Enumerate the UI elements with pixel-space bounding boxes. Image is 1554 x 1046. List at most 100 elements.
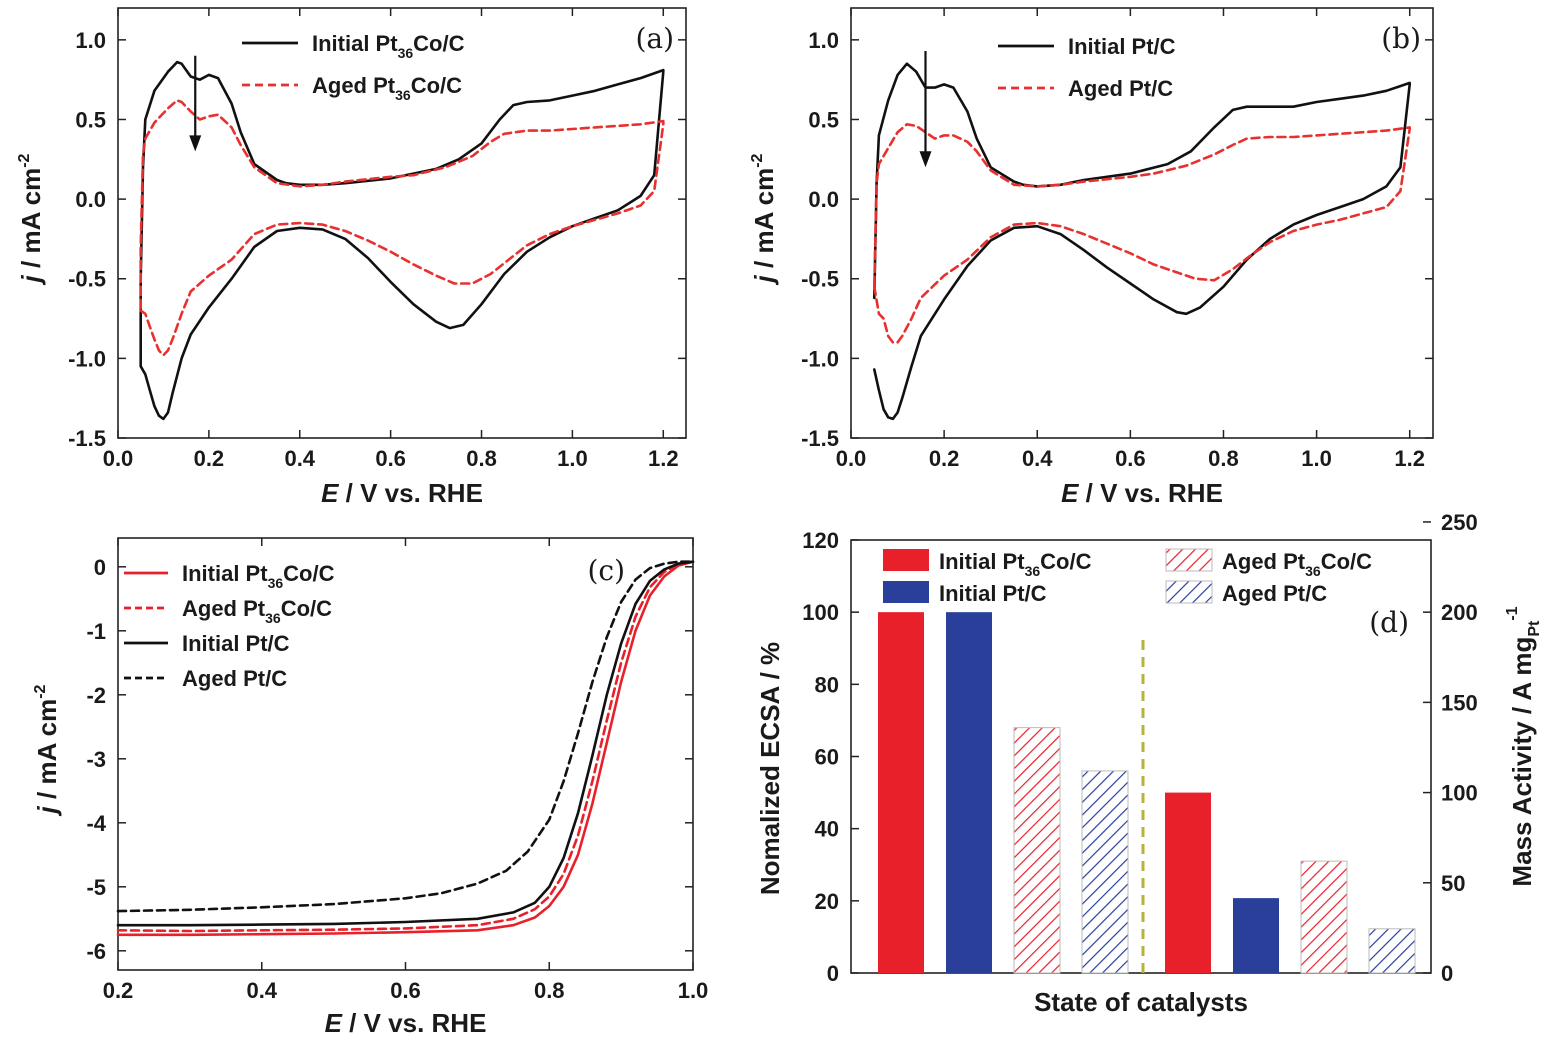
y-tick-label-left: 80 — [815, 672, 839, 697]
y-tick-label: -1 — [86, 619, 106, 644]
x-tick-label: 0.8 — [1208, 446, 1239, 471]
initial-cv-curve — [139, 60, 665, 421]
legend-label: Aged Pt/C — [1222, 581, 1327, 606]
x-tick-label: 0.0 — [103, 446, 134, 471]
x-tick-label: 0.8 — [534, 978, 565, 1003]
orr-curve — [116, 560, 695, 937]
y-tick-label: 0 — [94, 555, 106, 580]
y-tick-label-left: 40 — [815, 817, 839, 842]
y-axis-title-right: Mass Activity / A mgPt-1 — [1504, 606, 1543, 886]
x-tick-label: 0.2 — [929, 446, 960, 471]
trend-arrow-head — [189, 135, 202, 152]
aged-cv-curve — [873, 123, 1411, 344]
panel-label: (c) — [587, 554, 625, 587]
x-tick-label: 1.0 — [557, 446, 588, 471]
y-tick-label: 0.5 — [808, 107, 839, 132]
y-tick-label-left: 120 — [802, 528, 839, 553]
x-tick-label: 0.4 — [284, 446, 315, 471]
x-axis-title: E / V vs. RHE — [325, 1008, 487, 1038]
y-tick-label: 0.0 — [808, 187, 839, 212]
y-tick-label: -4 — [86, 811, 106, 836]
x-tick-label: 1.0 — [1301, 446, 1332, 471]
aged-cv-curve — [139, 99, 665, 357]
y-tick-label: 0.0 — [75, 187, 106, 212]
y-tick-label: -2 — [86, 683, 106, 708]
bar-mass-activity — [1165, 792, 1211, 973]
x-axis-title: E / V vs. RHE — [1061, 478, 1223, 508]
panel-c-orr-polarization: 0.2 0.4 0.6 0.8 1.0 -6 -5 -4 -3 -2 -1 0 E / V vs. RH… — [32, 537, 709, 1038]
y-axis-title-left: Nomalized ECSA / % — [755, 642, 785, 895]
bar-nomalized-ecsa — [1081, 770, 1129, 974]
bar-nomalized-ecsa — [946, 612, 992, 973]
y-tick-label-right: 150 — [1441, 690, 1478, 715]
legend-label: Initial Pt/C — [1068, 34, 1176, 59]
x-tick-label: 0.6 — [1115, 446, 1146, 471]
panel-b-cv-pt: 0.0 0.2 0.4 0.6 0.8 1.0 1.2 -1.5 -1.0 -0.5 0.0 0.5 1… — [749, 7, 1434, 508]
y-tick-label: -1.0 — [68, 346, 106, 371]
x-tick-label: 0.6 — [390, 978, 421, 1003]
y-tick-label-right: 50 — [1441, 871, 1465, 896]
legend-swatch — [1165, 580, 1213, 604]
bar-mass-activity — [1233, 898, 1279, 973]
bar-nomalized-ecsa — [878, 612, 924, 973]
x-axis-title: State of catalysts — [1034, 987, 1248, 1017]
x-tick-label: 0.2 — [194, 446, 225, 471]
legend-label: Aged Pt36Co/C — [312, 73, 462, 103]
bar-nomalized-ecsa — [1013, 727, 1061, 974]
x-tick-label: 0.4 — [1022, 446, 1053, 471]
x-tick-label: 1.0 — [678, 978, 709, 1003]
panel-a-cv-pt36co: 0.0 0.2 0.4 0.6 0.8 1.0 1.2 -1.5 -1.0 -0.5 0.0 0.5 1… — [16, 7, 687, 508]
trend-arrow-head — [919, 151, 932, 168]
initial-cv-curve — [873, 62, 1411, 421]
legend-label: Initial Pt36Co/C — [939, 549, 1092, 579]
legend-label: Initial Pt36Co/C — [312, 31, 465, 61]
x-axis-title: E / V vs. RHE — [321, 478, 483, 508]
panel-label: (d) — [1369, 606, 1409, 639]
y-tick-label-right: 250 — [1441, 510, 1478, 535]
legend-swatch — [883, 549, 929, 571]
y-axis-title: j / mA cm-2 — [16, 153, 46, 285]
bar-mass-activity — [1300, 860, 1348, 974]
y-tick-label-right: 0 — [1441, 961, 1453, 986]
y-tick-label: -3 — [86, 747, 106, 772]
y-tick-label-left: 100 — [802, 600, 839, 625]
legend-label: Initial Pt36Co/C — [182, 561, 335, 591]
y-tick-label: 0.5 — [75, 107, 106, 132]
y-tick-label: -1.5 — [801, 426, 839, 451]
orr-curve — [116, 560, 695, 913]
y-tick-label: 1.0 — [808, 28, 839, 53]
legend-label: Aged Pt36Co/C — [1222, 549, 1372, 579]
y-tick-label: -0.5 — [801, 267, 839, 292]
orr-curve — [116, 560, 695, 933]
y-axis-title: j / mA cm-2 — [32, 684, 62, 816]
plot-frame — [850, 7, 1434, 439]
y-tick-label-left: 20 — [815, 889, 839, 914]
legend-label: Aged Pt36Co/C — [182, 596, 332, 626]
orr-curve — [116, 560, 695, 927]
x-tick-label: 0.4 — [246, 978, 277, 1003]
legend-label: Initial Pt/C — [939, 581, 1047, 606]
x-tick-label: 0.2 — [103, 978, 134, 1003]
y-tick-label: -0.5 — [68, 267, 106, 292]
legend-swatch — [883, 581, 929, 603]
x-tick-label: 1.2 — [648, 446, 679, 471]
legend-label: Aged Pt/C — [182, 666, 287, 691]
x-tick-label: 0.0 — [836, 446, 867, 471]
y-tick-label-left: 60 — [815, 745, 839, 770]
panel-label: (a) — [635, 22, 674, 55]
y-tick-label: -6 — [86, 939, 106, 964]
y-tick-label: -5 — [86, 875, 106, 900]
x-tick-label: 0.8 — [466, 446, 497, 471]
x-tick-label: 1.2 — [1394, 446, 1425, 471]
y-tick-label: -1.5 — [68, 426, 106, 451]
y-tick-label: 1.0 — [75, 28, 106, 53]
plot-frame — [117, 7, 687, 439]
y-tick-label-left: 0 — [827, 961, 839, 986]
legend-swatch — [1165, 548, 1213, 572]
panel-label: (b) — [1381, 22, 1421, 55]
y-tick-label-right: 200 — [1441, 600, 1478, 625]
y-axis-title: j / mA cm-2 — [749, 153, 779, 285]
legend-label: Initial Pt/C — [182, 631, 290, 656]
legend-label: Aged Pt/C — [1068, 76, 1173, 101]
